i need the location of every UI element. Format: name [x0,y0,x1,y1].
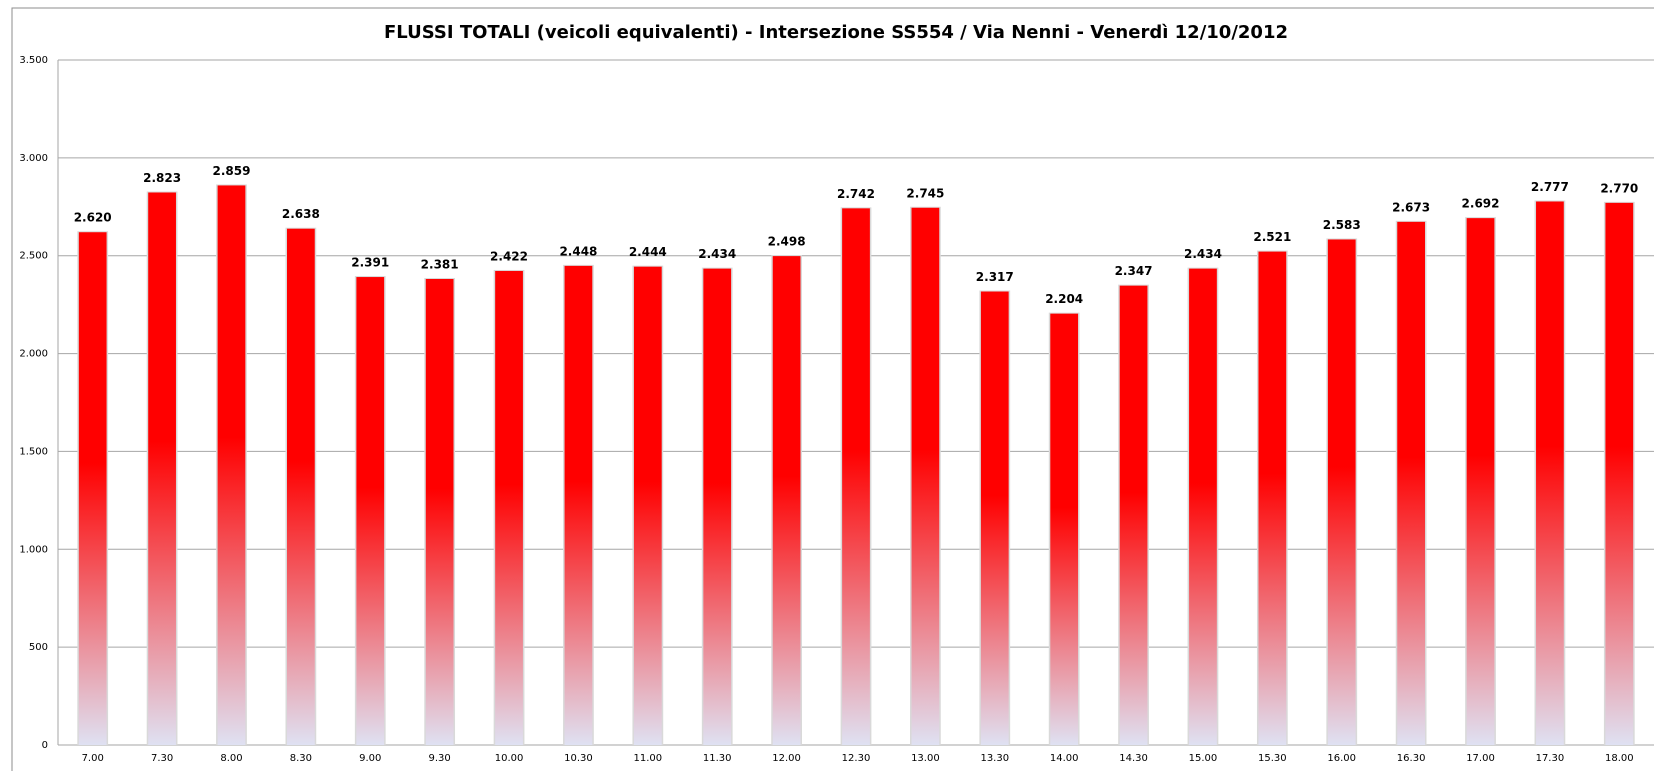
value-label: 2.745 [906,186,944,200]
value-label: 2.859 [212,164,250,178]
x-tick-label: 15.00 [1189,753,1218,764]
bar [842,208,870,745]
bar [1327,239,1356,745]
x-tick-label: 10.00 [495,753,524,764]
value-label: 2.444 [629,245,667,259]
x-tick-label: 8.00 [220,753,242,764]
x-tick-label: 7.00 [82,753,104,764]
x-tick-label: 7.30 [151,753,173,764]
bar [633,266,662,745]
value-label: 2.381 [421,258,459,272]
bar [911,207,940,745]
value-label: 2.347 [1115,264,1153,278]
bar [286,228,315,746]
x-tick-label: 10.30 [564,753,593,764]
x-tick-label: 13.30 [980,753,1009,764]
value-label: 2.620 [74,211,112,225]
x-tick-label: 11.00 [634,753,663,764]
bar [980,291,1009,745]
y-tick-label: 1.000 [19,544,48,555]
y-tick-label: 2.000 [19,349,48,360]
x-tick-label: 12.00 [772,753,801,764]
x-tick-label: 12.30 [842,753,871,764]
value-label: 2.434 [1184,247,1222,261]
bar [772,256,801,745]
x-tick-label: 17.30 [1536,753,1565,764]
x-tick-label: 18.00 [1605,753,1634,764]
value-label: 2.583 [1323,218,1361,232]
x-tick-label: 16.00 [1327,753,1356,764]
bar [217,185,246,745]
bar [356,277,385,745]
bar [1605,202,1634,745]
x-tick-label: 16.30 [1397,753,1426,764]
y-tick-label: 500 [29,642,48,653]
y-tick-label: 1.500 [19,446,48,457]
bar [148,192,176,746]
bar [1466,218,1495,745]
value-label: 2.673 [1392,200,1430,214]
bar [425,279,454,745]
value-label: 2.391 [351,256,389,270]
value-label: 2.204 [1045,292,1083,306]
value-label: 2.638 [282,207,320,221]
value-label: 2.448 [559,244,597,258]
value-label: 2.434 [698,247,736,261]
bar [1050,313,1079,745]
x-tick-label: 14.30 [1119,753,1148,764]
bar [564,265,593,745]
value-label: 2.692 [1462,197,1500,211]
bar [1189,268,1217,745]
value-label: 2.521 [1253,230,1291,244]
x-tick-label: 15.30 [1258,753,1287,764]
y-tick-label: 2.500 [19,251,48,262]
value-label: 2.770 [1600,181,1638,195]
x-tick-label: 9.30 [429,753,451,764]
bar [78,232,107,745]
bar [1536,201,1564,745]
x-tick-label: 9.00 [359,753,381,764]
x-tick-label: 8.30 [290,753,312,764]
x-tick-label: 17.00 [1466,753,1495,764]
value-label: 2.742 [837,187,875,201]
bar [703,268,732,745]
value-label: 2.498 [768,235,806,249]
x-tick-label: 14.00 [1050,753,1079,764]
value-label: 2.317 [976,270,1014,284]
bar [495,270,523,745]
y-tick-label: 3.500 [19,55,48,66]
y-tick-label: 3.000 [19,153,48,164]
bar [1258,251,1287,745]
x-tick-label: 11.30 [703,753,732,764]
value-label: 2.777 [1531,180,1569,194]
value-label: 2.823 [143,171,181,185]
bar [1397,221,1426,745]
chart-frame [11,7,1654,771]
y-tick-label: 0 [42,740,48,751]
x-tick-label: 13.00 [911,753,940,764]
bar [1119,285,1148,745]
chart-title: FLUSSI TOTALI (veicoli equivalenti) - In… [384,22,1288,43]
value-label: 2.422 [490,249,528,263]
